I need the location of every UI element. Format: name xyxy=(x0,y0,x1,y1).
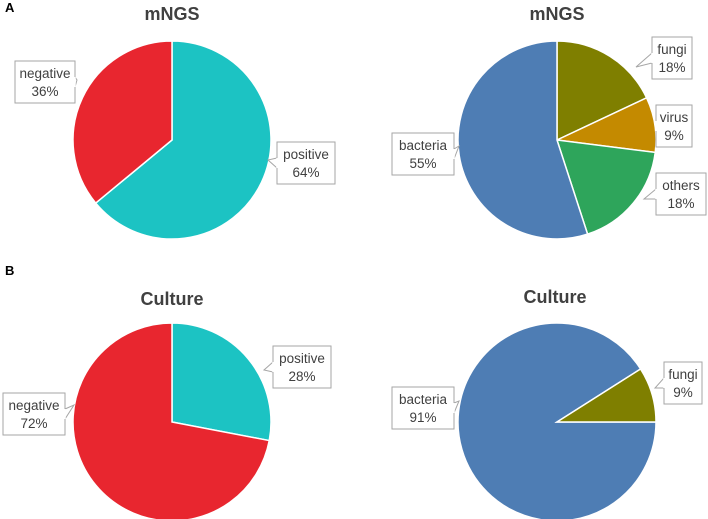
data-label-name: bacteria xyxy=(399,138,448,153)
data-label-positive: positive 28% xyxy=(262,345,332,389)
data-label-positive: positive 64% xyxy=(266,141,336,185)
pie-chart-2: mNGS fungi 18% virus 9% others 18% bacteria 55% xyxy=(391,4,707,240)
pie-slice-bacteria xyxy=(457,40,589,240)
chart-title: mNGS xyxy=(529,4,584,24)
data-label-value: 91% xyxy=(409,410,436,425)
data-label-fungi: fungi 9% xyxy=(653,361,703,405)
pie-chart-1: mNGS positive 64% negative 36% xyxy=(14,4,336,240)
pie-slice-bacteria xyxy=(457,322,657,519)
pie-chart-3: Culture positive 28% negative 72% xyxy=(2,289,332,519)
data-label-name: negative xyxy=(8,398,59,413)
data-label-value: 28% xyxy=(288,369,315,384)
data-label-name: fungi xyxy=(668,367,697,382)
data-label-value: 9% xyxy=(673,385,693,400)
data-label-name: fungi xyxy=(657,42,686,57)
data-label-fungi: fungi 18% xyxy=(635,36,693,80)
data-label-value: 64% xyxy=(292,165,319,180)
data-label-bacteria: bacteria 91% xyxy=(391,386,460,430)
data-label-name: negative xyxy=(19,66,70,81)
data-label-name: bacteria xyxy=(399,392,448,407)
data-label-value: 55% xyxy=(409,156,436,171)
data-label-name: virus xyxy=(660,110,689,125)
pie-slice-others xyxy=(555,139,657,236)
data-label-name: positive xyxy=(283,147,329,162)
data-label-others: others 18% xyxy=(642,172,707,216)
panel-label-b: B xyxy=(5,263,14,278)
data-label-negative: negative 72% xyxy=(2,392,76,436)
data-label-name: others xyxy=(662,178,700,193)
pie-slice-fungi xyxy=(554,367,657,423)
data-label-name: positive xyxy=(279,351,325,366)
chart-title: Culture xyxy=(141,289,204,309)
pie-slice-fungi xyxy=(556,40,648,142)
data-label-value: 36% xyxy=(31,84,58,99)
data-label-negative: negative 36% xyxy=(14,60,78,104)
pie-slice-positive xyxy=(94,40,272,240)
chart-title: mNGS xyxy=(144,4,199,24)
data-label-virus: virus 9% xyxy=(655,104,693,148)
data-label-value: 9% xyxy=(664,128,684,143)
pie-slice-positive xyxy=(171,322,272,442)
pie-chart-4: Culture bacteria 91% fungi 9% xyxy=(391,287,703,519)
data-label-bacteria: bacteria 55% xyxy=(391,132,460,176)
data-label-value: 72% xyxy=(20,416,47,431)
pie-slice-negative xyxy=(72,322,271,519)
data-label-value: 18% xyxy=(667,196,694,211)
data-label-value: 18% xyxy=(658,60,685,75)
pie-slice-negative xyxy=(72,40,173,205)
panel-label-a: A xyxy=(5,0,15,15)
chart-title: Culture xyxy=(524,287,587,307)
